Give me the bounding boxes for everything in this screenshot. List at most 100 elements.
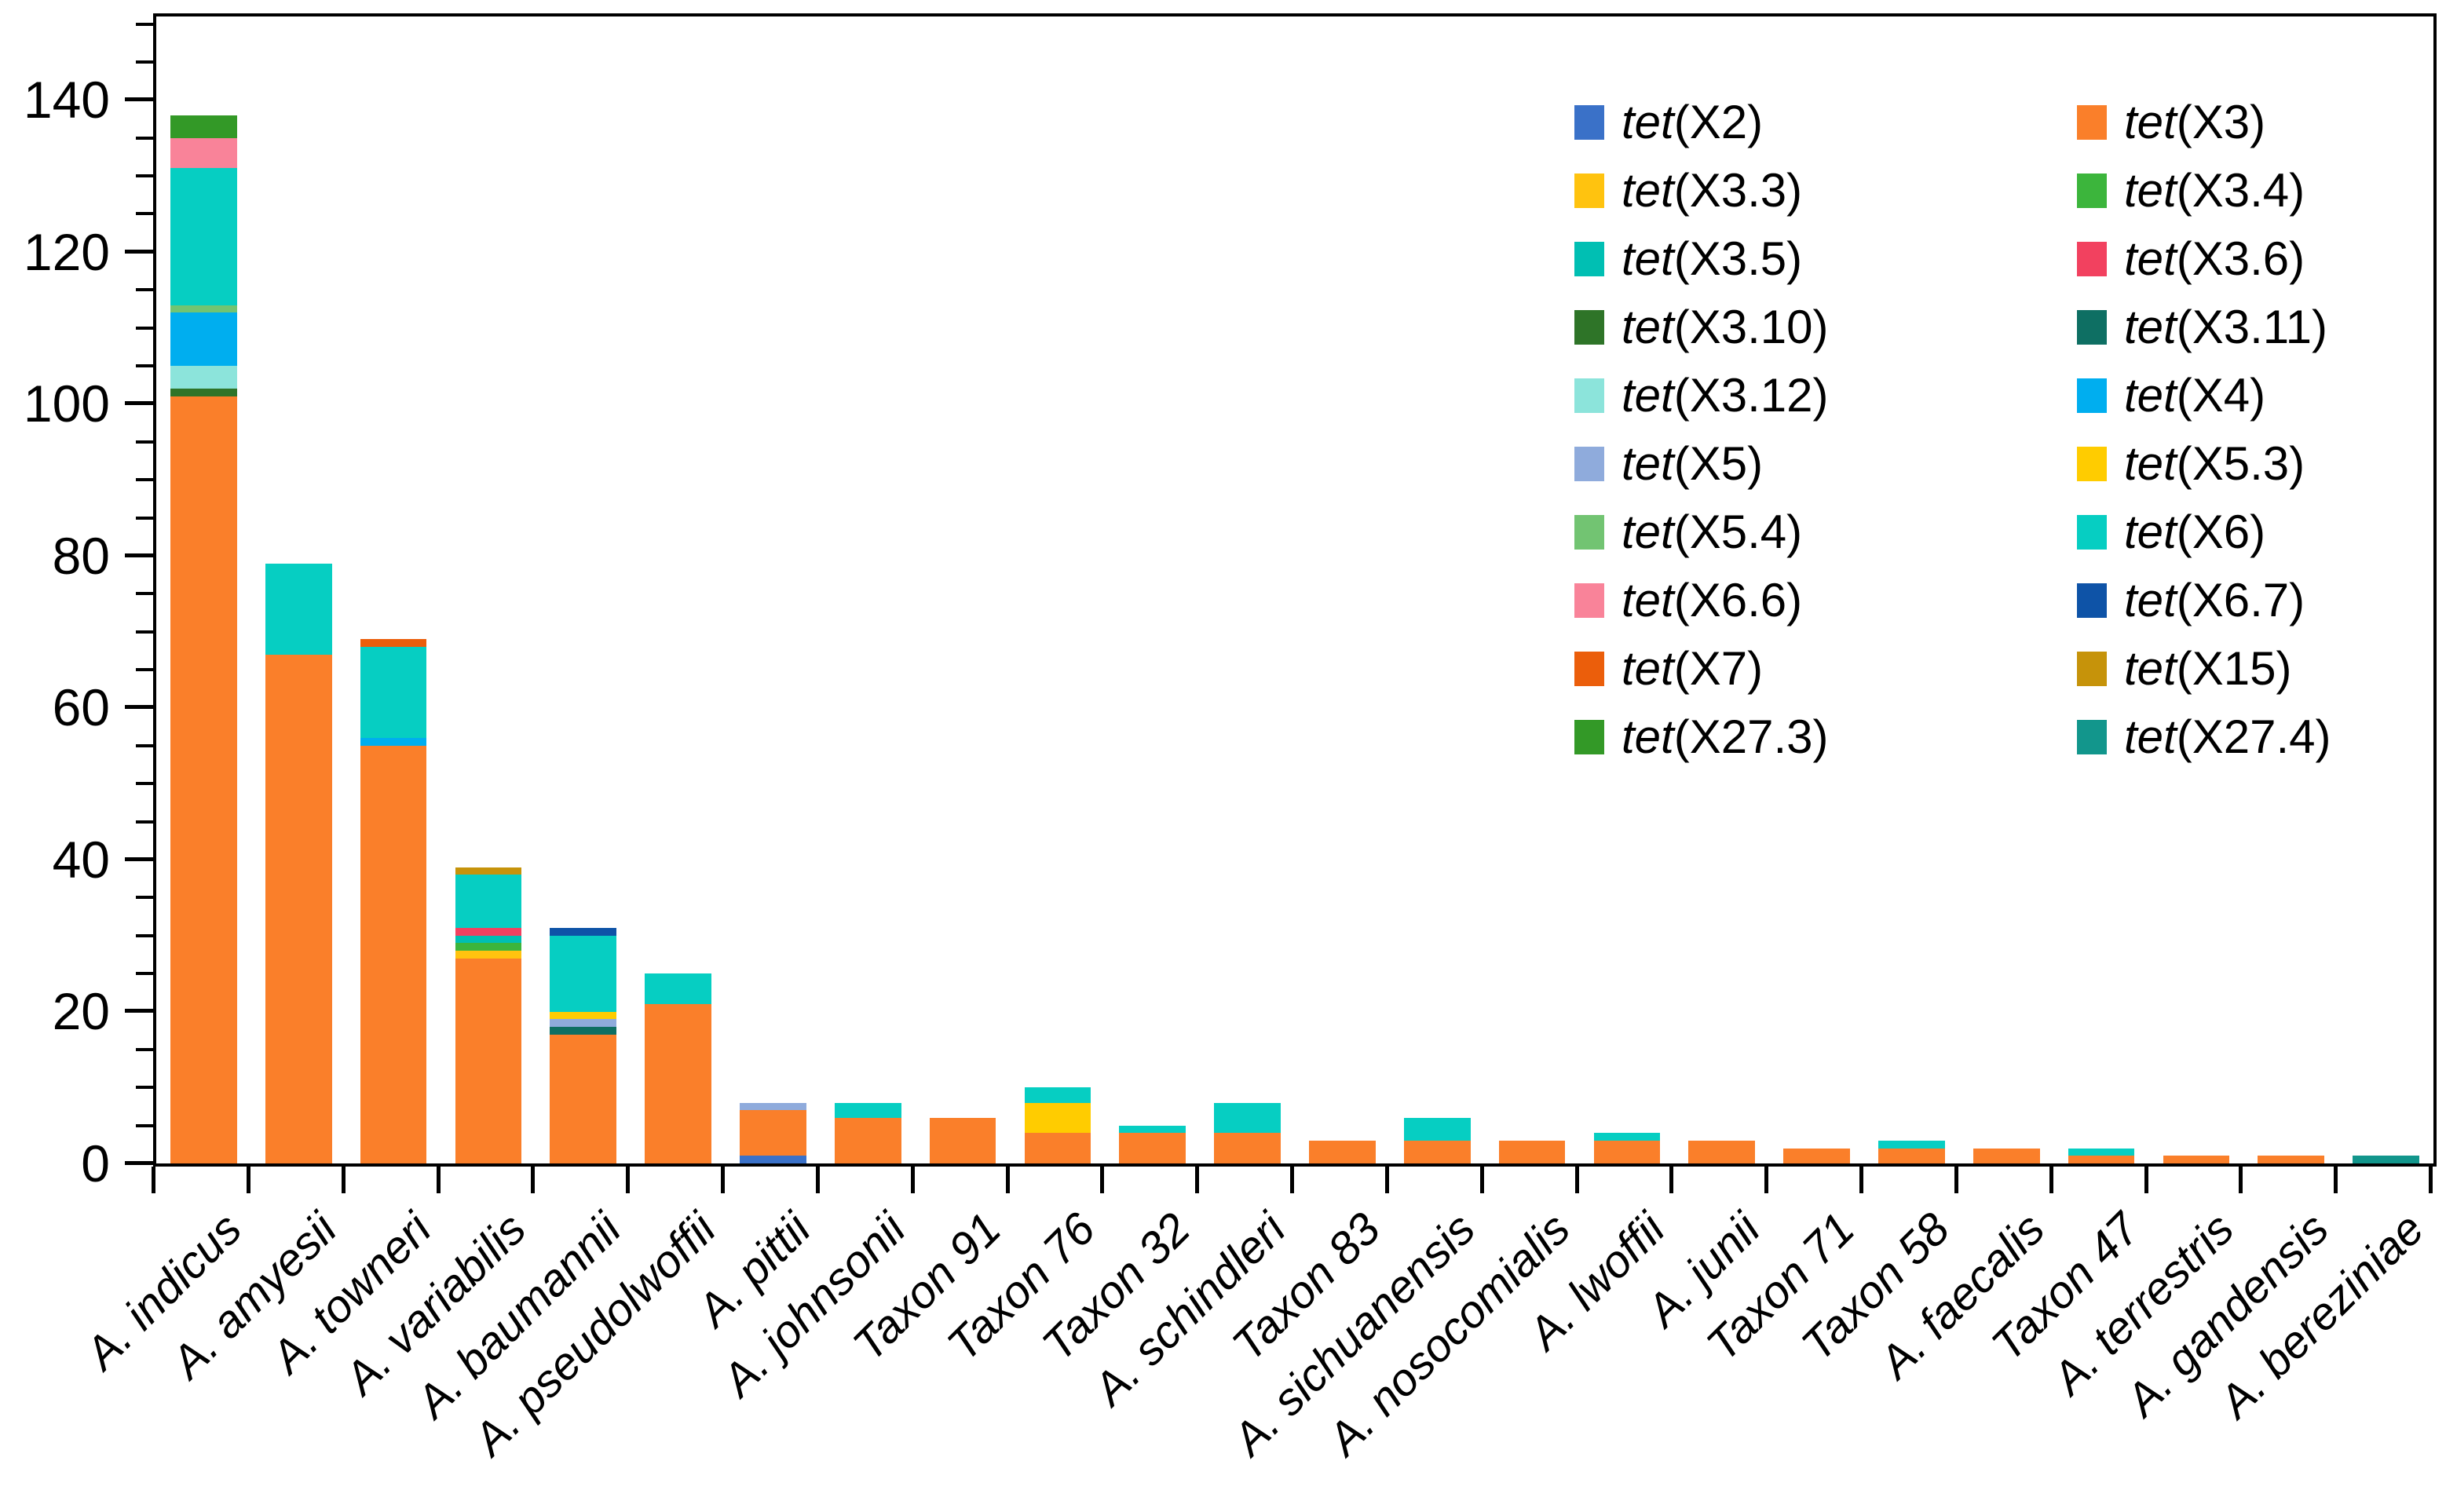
legend-item-tet(X3.12): tet(X3.12) — [1574, 361, 2077, 429]
bar-a-baumannii — [536, 16, 631, 1163]
x-axis-boundary-tick — [1384, 1167, 1389, 1193]
legend-item-tet(X6.7): tet(X6.7) — [2077, 566, 2331, 634]
legend-item-tet(X4): tet(X4) — [2077, 361, 2331, 429]
segment-tet(X3) — [2068, 1156, 2135, 1163]
legend-swatch-icon — [2077, 651, 2107, 686]
legend-label: tet(X5.3) — [2124, 437, 2305, 490]
bar-a-pseudolwoffii — [631, 16, 726, 1163]
stacked-bar — [1214, 1102, 1281, 1163]
stacked-bar — [2163, 1156, 2230, 1163]
x-axis-boundary-tick — [2429, 1167, 2433, 1193]
x-axis-boundary-tick — [815, 1167, 820, 1193]
y-axis-minor-tick — [136, 896, 153, 900]
legend-item-tet(X15): tet(X15) — [2077, 634, 2331, 703]
segment-tet(X3) — [170, 396, 237, 1163]
x-axis-boundary-tick — [721, 1167, 725, 1193]
stacked-bar — [1024, 1087, 1091, 1163]
legend-swatch-icon — [2077, 514, 2107, 550]
segment-tet(X3) — [1024, 1133, 1091, 1163]
x-axis-boundary-tick — [910, 1167, 915, 1193]
segment-tet(X3.5) — [455, 935, 522, 944]
segment-tet(X5) — [550, 1019, 617, 1027]
segment-tet(X6) — [1593, 1133, 1661, 1141]
segment-tet(X3.3) — [455, 951, 522, 959]
segment-tet(X3.10) — [170, 389, 237, 396]
bar-a-schindleri — [1200, 16, 1295, 1163]
bar-a-gandensis — [2243, 16, 2338, 1163]
legend-label: tet(X27.3) — [1622, 710, 1829, 763]
segment-tet(X3) — [1498, 1140, 1566, 1163]
y-axis-minor-tick — [136, 440, 153, 444]
stacked-bar — [645, 973, 711, 1163]
legend-label: tet(X3.6) — [2124, 232, 2305, 285]
bar-taxon-83 — [1295, 16, 1390, 1163]
bar-a-variabilis — [441, 16, 536, 1163]
y-axis-minor-tick — [136, 22, 153, 26]
bar-a-nosocomialis — [1485, 16, 1580, 1163]
x-axis-boundary-tick — [1954, 1167, 1958, 1193]
legend-label: tet(X5.4) — [1622, 506, 1803, 558]
legend-item-tet(X6): tet(X6) — [2077, 498, 2331, 566]
x-axis-boundary-tick — [1574, 1167, 1579, 1193]
y-axis-minor-tick — [136, 1123, 153, 1127]
y-axis-major-tick — [125, 856, 153, 861]
legend-swatch-icon — [2077, 583, 2107, 618]
segment-tet(X3) — [1403, 1140, 1471, 1163]
y-axis-minor-tick — [136, 516, 153, 520]
segment-tet(X3) — [1783, 1148, 1850, 1163]
x-axis-boundary-tick — [1290, 1167, 1294, 1193]
legend-swatch-icon — [1574, 446, 1604, 481]
bar-a-bereziniae — [2338, 16, 2433, 1163]
legend-label: tet(X6.6) — [1622, 574, 1803, 626]
segment-tet(X6) — [2068, 1148, 2135, 1156]
y-axis-minor-tick — [136, 136, 153, 140]
legend-label: tet(X27.4) — [2124, 710, 2331, 763]
y-tick-label: 140 — [23, 71, 110, 130]
legend-item-tet(X3): tet(X3) — [2077, 88, 2331, 156]
y-axis-minor-tick — [136, 592, 153, 596]
y-axis-minor-tick — [136, 326, 153, 330]
bar-taxon-58 — [1864, 16, 1959, 1163]
segment-tet(X3) — [740, 1110, 806, 1156]
bar-a-johnsonii — [821, 16, 916, 1163]
legend-label: tet(X3.3) — [1622, 164, 1803, 217]
y-axis-minor-tick — [136, 972, 153, 976]
x-axis-boundary-tick — [626, 1167, 631, 1193]
y-axis-minor-tick — [136, 288, 153, 292]
legend-swatch-icon — [1574, 309, 1604, 345]
segment-tet(X6) — [1878, 1140, 1945, 1149]
legend-label: tet(X15) — [2124, 642, 2292, 695]
stacked-bar — [1783, 1148, 1850, 1163]
stacked-bar — [834, 1102, 901, 1163]
segment-tet(X6) — [1119, 1125, 1186, 1134]
y-axis-major-tick — [125, 249, 153, 254]
x-axis-boundary-tick — [246, 1167, 250, 1193]
bar-a-indicus — [156, 16, 251, 1163]
segment-tet(X3) — [1973, 1148, 2040, 1163]
bar-a-pittii — [726, 16, 821, 1163]
stacked-bar — [1403, 1117, 1471, 1163]
stacked-bar — [2353, 1156, 2419, 1163]
stacked-bar — [1878, 1140, 1945, 1163]
y-axis-minor-tick — [136, 212, 153, 216]
legend-item-tet(X3.6): tet(X3.6) — [2077, 225, 2331, 293]
segment-tet(X4) — [360, 738, 427, 746]
segment-tet(X6) — [1024, 1087, 1091, 1103]
legend-swatch-icon — [1574, 378, 1604, 413]
bar-a-towneri — [346, 16, 441, 1163]
segment-tet(X3) — [2258, 1156, 2325, 1163]
y-axis-major-tick — [125, 705, 153, 710]
legend-swatch-icon — [1574, 583, 1604, 618]
stacked-bar — [2068, 1148, 2135, 1163]
y-axis-minor-tick — [136, 933, 153, 937]
bar-taxon-47 — [2054, 16, 2149, 1163]
stacked-bar — [1593, 1133, 1661, 1163]
y-axis-major-tick — [125, 1161, 153, 1165]
segment-tet(X3) — [455, 958, 522, 1163]
legend-item-tet(X2): tet(X2) — [1574, 88, 2077, 156]
segment-tet(X3.4) — [455, 943, 522, 951]
y-axis-major-tick — [125, 97, 153, 102]
legend-swatch-icon — [2077, 309, 2107, 345]
stacked-bar — [170, 115, 237, 1163]
stacked-bar — [1688, 1140, 1756, 1163]
